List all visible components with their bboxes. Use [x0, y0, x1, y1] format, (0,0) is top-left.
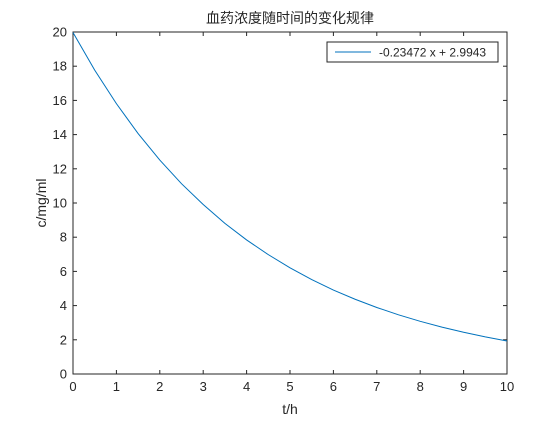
- axes-box: [72, 31, 508, 375]
- x-tick-label: 9: [460, 379, 467, 394]
- x-tick-label: 6: [330, 379, 337, 394]
- x-tick-label: 7: [373, 379, 380, 394]
- y-tick-label: 12: [53, 161, 67, 176]
- series-lines: [72, 32, 508, 342]
- x-tick-label: 5: [286, 379, 293, 394]
- x-tick-label: 10: [500, 379, 514, 394]
- y-tick-label: 18: [53, 59, 67, 74]
- chart-title: 血药浓度随时间的变化规律: [206, 10, 374, 26]
- x-tick-label: 0: [69, 379, 76, 394]
- x-tick-label: 8: [417, 379, 424, 394]
- series-line: [72, 32, 508, 342]
- legend-box: [326, 41, 499, 63]
- y-axis-label: c/mg/ml: [33, 179, 49, 228]
- y-tick-label: 16: [53, 93, 67, 108]
- y-tick-label: 20: [53, 25, 67, 40]
- x-tick-label: 4: [243, 379, 250, 394]
- x-tick-label: 2: [156, 379, 163, 394]
- legend: -0.23472 x + 2.9943: [326, 41, 499, 63]
- y-tick-label: 6: [60, 264, 67, 279]
- y-tick-label: 10: [53, 196, 67, 211]
- y-tick-label: 0: [60, 367, 67, 382]
- x-tick-label: 1: [113, 379, 120, 394]
- y-tick-label: 4: [60, 298, 67, 313]
- x-tick-label: 3: [200, 379, 207, 394]
- y-tick-label: 2: [60, 332, 67, 347]
- legend-entry-label: -0.23472 x + 2.9943: [379, 46, 486, 60]
- y-tick-label: 14: [53, 127, 67, 142]
- y-tick-label: 8: [60, 230, 67, 245]
- x-axis-label: t/h: [282, 401, 298, 417]
